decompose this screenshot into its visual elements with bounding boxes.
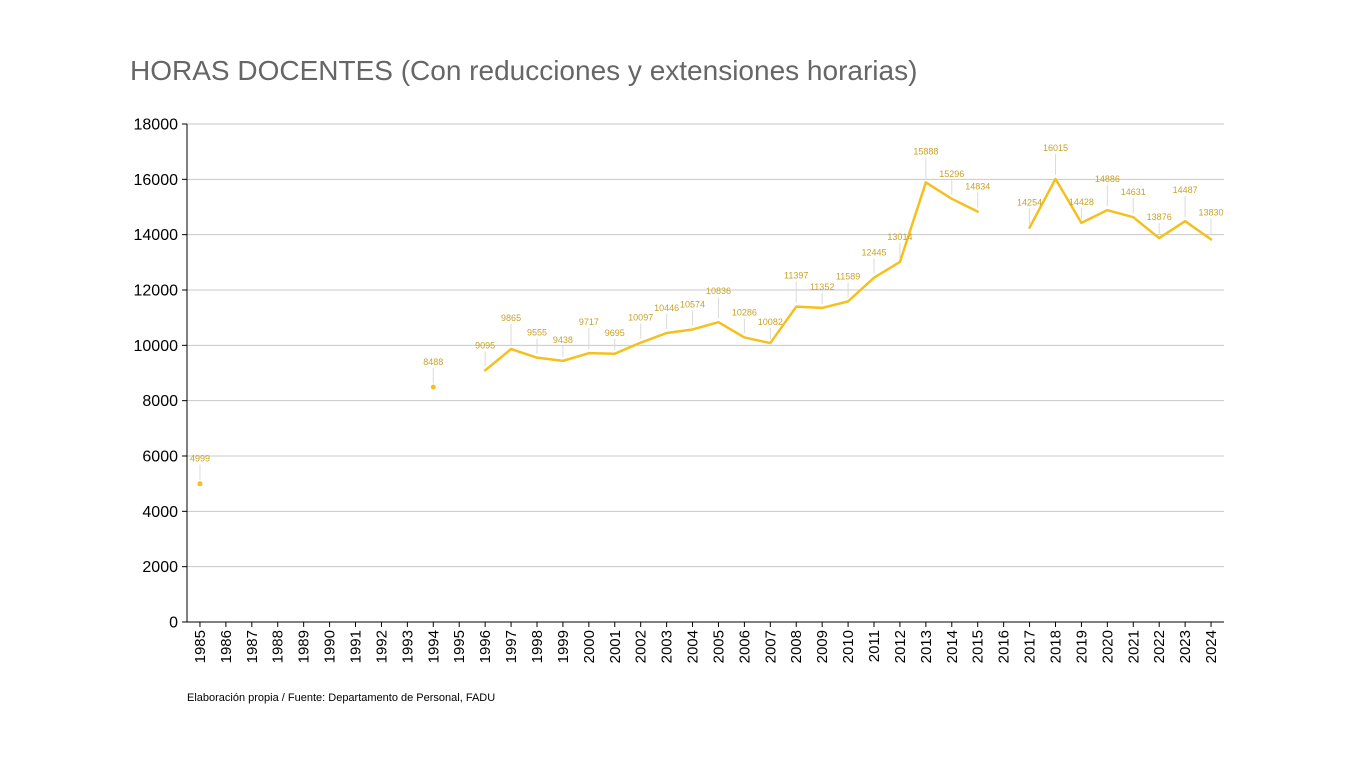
series-layer	[197, 177, 1213, 487]
data-label: 13830	[1199, 207, 1224, 217]
data-point	[197, 481, 203, 487]
x-tick-label: 2010	[840, 630, 857, 663]
data-label: 13876	[1147, 212, 1172, 222]
y-tick-label: 10000	[134, 338, 179, 355]
y-tick-label: 0	[169, 615, 178, 632]
data-label: 15888	[913, 146, 938, 156]
x-tick-label: 1994	[425, 630, 442, 663]
data-label: 10446	[654, 303, 679, 313]
x-tick-label: 2000	[581, 630, 598, 663]
x-tick-label: 1988	[270, 630, 287, 663]
data-label: 10286	[732, 307, 757, 317]
data-label: 14886	[1095, 174, 1120, 184]
x-axis: 1985 1986 1987 1988 1989 1990 1991 1992 1993 1994…	[187, 621, 1224, 663]
data-label: 9695	[605, 328, 625, 338]
x-tick-label: 2004	[685, 630, 702, 663]
x-tick-label: 1989	[296, 630, 313, 663]
data-label: 9095	[475, 340, 495, 350]
x-tick-label: 2003	[659, 630, 676, 663]
x-tick-label: 2014	[944, 630, 961, 663]
x-tick-label: 2005	[710, 630, 727, 663]
x-tick-label: 2006	[736, 630, 753, 663]
x-tick-label: 1991	[348, 630, 365, 663]
x-tick-label: 2023	[1177, 630, 1194, 663]
x-tick-label: 1990	[322, 630, 339, 663]
series-line	[483, 181, 979, 372]
data-label: 9865	[501, 313, 521, 323]
x-tick-label: 2012	[892, 630, 909, 663]
data-label: 9555	[527, 328, 547, 338]
x-tick-label: 2020	[1099, 630, 1116, 663]
y-tick-label: 14000	[134, 227, 179, 244]
x-tick-label: 1992	[373, 630, 390, 663]
x-tick-label: 1997	[503, 630, 520, 663]
data-label: 9438	[553, 335, 573, 345]
data-labels: 4999 8488 9095 9865 9555 9438 9717 969510097104…	[190, 143, 1224, 464]
x-tick-label: 2007	[762, 630, 779, 663]
x-tick-label: 2009	[814, 630, 831, 663]
x-tick-label: 2013	[918, 630, 935, 663]
data-label: 10097	[628, 313, 653, 323]
data-label: 16015	[1043, 143, 1068, 153]
series-line	[1028, 177, 1213, 241]
data-label: 13014	[887, 232, 912, 242]
data-label: 11589	[836, 271, 860, 281]
label-leaders	[199, 153, 1212, 480]
data-label: 12445	[861, 248, 886, 258]
x-tick-label: 1998	[529, 630, 546, 663]
x-tick-label: 2008	[788, 630, 805, 663]
data-label: 14428	[1069, 197, 1094, 207]
data-label: 15296	[939, 169, 964, 179]
x-tick-label: 1996	[477, 630, 494, 663]
data-label: 14487	[1173, 185, 1198, 195]
x-tick-label: 1985	[192, 630, 209, 663]
source-footnote: Elaboración propia / Fuente: Departament…	[187, 692, 496, 704]
data-label: 11397	[784, 271, 808, 281]
gridlines	[187, 123, 1224, 568]
x-tick-label: 1995	[451, 630, 468, 663]
y-tick-label: 16000	[134, 172, 179, 189]
y-tick-label: 2000	[142, 559, 178, 576]
x-tick-label: 2018	[1047, 630, 1064, 663]
data-label: 4999	[190, 454, 210, 464]
y-tick-label: 12000	[134, 283, 179, 300]
x-tick-label: 2019	[1073, 630, 1090, 663]
data-label: 10836	[706, 286, 731, 296]
y-axis: 0 2000 4000 6000 8000 10000 12000 14000 16000 180…	[134, 117, 188, 632]
data-label: 14631	[1121, 187, 1146, 197]
y-tick-label: 6000	[142, 449, 178, 466]
x-tick-label: 2015	[970, 630, 987, 663]
chart-title: HORAS DOCENTES (Con reducciones y extens…	[130, 55, 918, 86]
x-tick-label: 1999	[555, 630, 572, 663]
data-label: 11352	[810, 282, 834, 292]
x-tick-label: 1986	[218, 630, 235, 663]
x-tick-label: 2024	[1203, 630, 1220, 663]
data-label: 10574	[680, 299, 705, 309]
data-label: 14254	[1017, 198, 1042, 208]
x-tick-label: 2017	[1022, 630, 1039, 663]
data-label: 9717	[579, 317, 599, 327]
x-tick-label: 2011	[866, 630, 883, 662]
data-point	[430, 384, 436, 390]
y-tick-label: 8000	[142, 393, 178, 410]
data-label: 8488	[423, 357, 443, 367]
data-label: 10082	[758, 317, 783, 327]
data-label: 14834	[965, 182, 990, 192]
x-tick-label: 1993	[399, 630, 416, 663]
x-tick-label: 2021	[1125, 630, 1142, 663]
x-tick-label: 2016	[996, 630, 1013, 663]
x-tick-label: 2002	[633, 630, 650, 663]
y-tick-label: 18000	[134, 117, 179, 134]
y-tick-label: 4000	[142, 504, 178, 521]
x-tick-label: 2022	[1151, 630, 1168, 663]
x-tick-label: 2001	[607, 630, 624, 663]
x-tick-label: 1987	[244, 630, 261, 663]
